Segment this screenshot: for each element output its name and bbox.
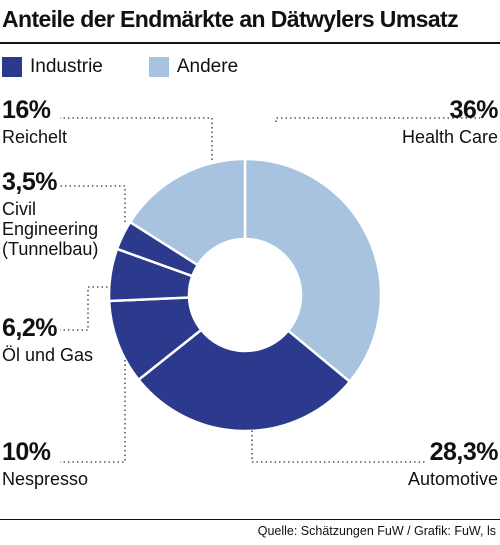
category-label-health-care: Health Care xyxy=(401,127,498,147)
slice-reichelt xyxy=(128,157,247,267)
label-oel-gas: 6,2% Öl und Gas xyxy=(2,314,94,366)
leader-automotive xyxy=(251,426,425,463)
leader-health-care xyxy=(275,117,480,122)
value-label-oel-gas: 6,2% xyxy=(2,314,57,342)
title-rule xyxy=(0,42,500,44)
legend-swatch-industrie xyxy=(2,57,22,77)
leader-civil-engineering xyxy=(60,185,126,222)
slice-health-care xyxy=(243,157,383,384)
label-civil-engineering: 3,5% Civil Engineering (Tunnelbau) xyxy=(2,168,127,260)
label-automotive: 28,3% Automotive xyxy=(407,438,499,490)
value-label-nespresso: 10% xyxy=(2,438,51,466)
category-label-oel-gas: Öl und Gas xyxy=(2,345,94,365)
source-note: Quelle: Schätzungen FuW / Grafik: FuW, l… xyxy=(257,524,496,538)
footer-rule xyxy=(0,519,500,520)
category-label-reichelt: Reichelt xyxy=(2,127,68,147)
label-reichelt: 16% Reichelt xyxy=(2,96,68,148)
value-label-reichelt: 16% xyxy=(2,96,51,124)
legend-item-andere: Andere xyxy=(148,56,239,78)
leader-oel-gas xyxy=(60,286,112,331)
category-label-nespresso: Nespresso xyxy=(2,469,89,489)
legend-item-industrie: Industrie xyxy=(2,56,103,78)
legend-label-andere: Andere xyxy=(176,56,239,77)
label-nespresso: 10% Nespresso xyxy=(2,438,89,490)
leader-nespresso xyxy=(60,360,126,463)
value-label-civil-engineering: 3,5% xyxy=(2,168,57,196)
value-label-health-care: 36% xyxy=(449,96,498,124)
label-health-care: 36% Health Care xyxy=(401,96,499,148)
value-label-automotive: 28,3% xyxy=(429,438,499,466)
legend-label-industrie: Industrie xyxy=(30,56,103,77)
chart-title: Anteile der Endmärkte an Dätwylers Umsat… xyxy=(2,6,459,32)
legend: Industrie Andere xyxy=(2,56,284,78)
legend-swatch-andere xyxy=(148,57,169,77)
category-label-automotive: Automotive xyxy=(407,469,498,489)
slice-automotive xyxy=(136,328,352,433)
leader-reichelt xyxy=(60,117,213,160)
category-label-civil-engineering: Civil Engineering (Tunnelbau) xyxy=(2,199,99,259)
